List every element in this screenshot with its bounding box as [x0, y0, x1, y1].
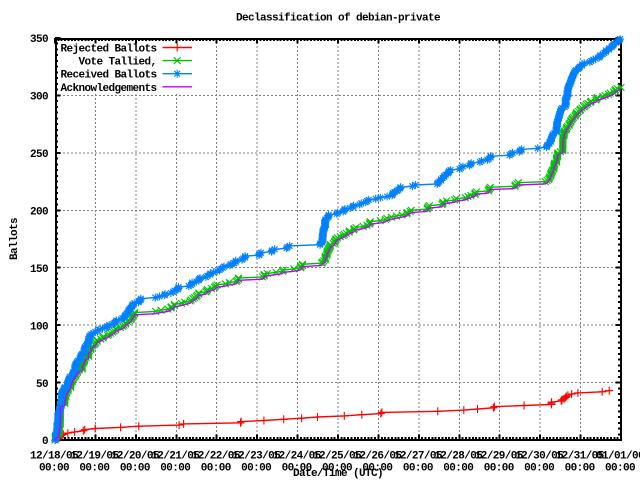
svg-text:00:00: 00:00: [79, 463, 109, 475]
svg-text:0: 0: [42, 436, 48, 448]
svg-text:00:00: 00:00: [605, 463, 635, 475]
svg-text:12/20/05: 12/20/05: [111, 451, 160, 463]
svg-text:01/01/06: 01/01/06: [596, 451, 640, 463]
svg-text:00:00: 00:00: [524, 463, 554, 475]
svg-text:12/25/05: 12/25/05: [313, 451, 362, 463]
svg-text:00:00: 00:00: [201, 463, 231, 475]
svg-text:12/22/05: 12/22/05: [192, 451, 241, 463]
svg-text:12/19/05: 12/19/05: [70, 451, 119, 463]
svg-text:12/29/05: 12/29/05: [475, 451, 524, 463]
svg-text:00:00: 00:00: [443, 463, 473, 475]
svg-text:00:00: 00:00: [565, 463, 595, 475]
svg-text:Date/Time (UTC): Date/Time (UTC): [293, 468, 383, 480]
svg-text:150: 150: [30, 264, 48, 276]
svg-text:00:00: 00:00: [160, 463, 190, 475]
svg-text:Received Ballots: Received Ballots: [60, 70, 156, 82]
svg-text:350: 350: [30, 34, 48, 46]
svg-text:250: 250: [30, 149, 48, 161]
svg-text:12/27/05: 12/27/05: [394, 451, 443, 463]
svg-text:00:00: 00:00: [403, 463, 433, 475]
svg-text:Vote Tallied,: Vote Tallied,: [78, 57, 156, 69]
svg-text:12/26/05: 12/26/05: [353, 451, 402, 463]
svg-text:00:00: 00:00: [362, 463, 392, 475]
svg-text:50: 50: [36, 379, 48, 391]
svg-text:Acknowledgements: Acknowledgements: [60, 83, 156, 95]
svg-text:00:00: 00:00: [322, 463, 352, 475]
svg-text:00:00: 00:00: [241, 463, 271, 475]
svg-text:100: 100: [30, 321, 48, 333]
svg-text:12/28/05: 12/28/05: [434, 451, 483, 463]
svg-text:12/21/05: 12/21/05: [151, 451, 200, 463]
svg-text:Ballots: Ballots: [9, 218, 21, 260]
svg-text:Rejected Ballots: Rejected Ballots: [60, 44, 156, 56]
svg-text:00:00: 00:00: [39, 463, 69, 475]
svg-text:00:00: 00:00: [484, 463, 514, 475]
svg-text:12/24/05: 12/24/05: [273, 451, 322, 463]
svg-text:00:00: 00:00: [282, 463, 312, 475]
svg-text:200: 200: [30, 206, 48, 218]
svg-text:12/18/05: 12/18/05: [30, 451, 79, 463]
svg-text:00:00: 00:00: [120, 463, 150, 475]
svg-text:Declassification of debian-pri: Declassification of debian-private: [236, 13, 441, 25]
svg-text:12/31/05: 12/31/05: [556, 451, 605, 463]
svg-text:12/30/05: 12/30/05: [515, 451, 564, 463]
svg-text:12/23/05: 12/23/05: [232, 451, 281, 463]
svg-text:300: 300: [30, 92, 48, 104]
